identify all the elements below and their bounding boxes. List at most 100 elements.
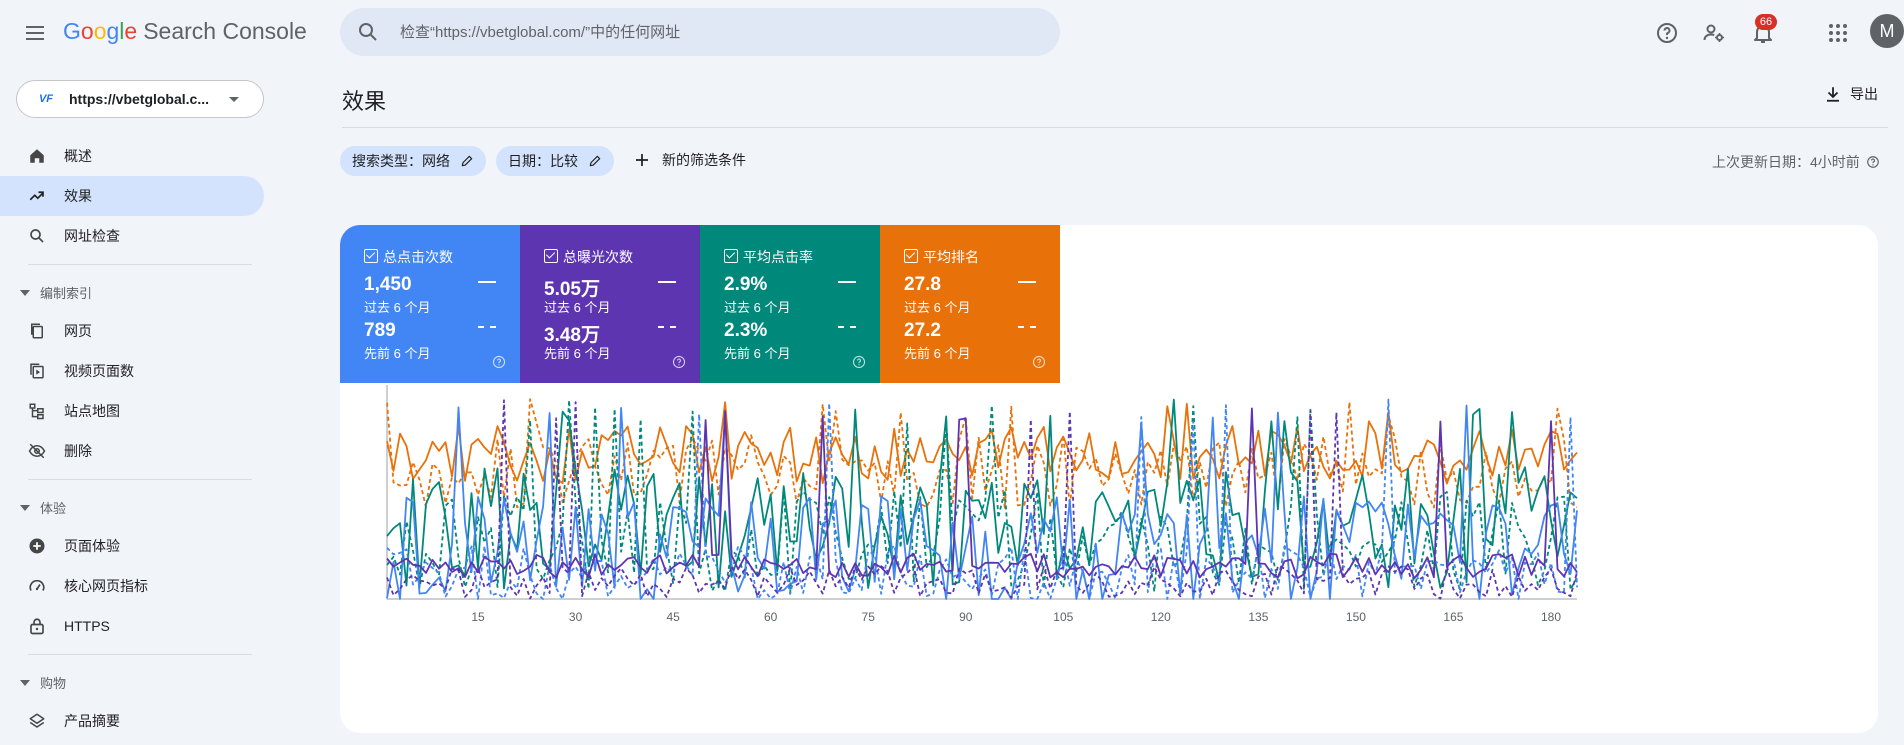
pages-icon [31, 323, 43, 339]
performance-card: 总点击次数 1,450 过去 6 个月 789 先前 6 个月 总曝光次数 5.… [340, 225, 1878, 733]
metric-period-current: 过去 6 个月 [904, 300, 971, 315]
metric-value-current: 5.05万 [544, 279, 600, 300]
x-tick-label: 60 [764, 610, 778, 624]
account-avatar[interactable]: M [1870, 14, 1904, 48]
removals-icon [28, 443, 46, 459]
metric-period-previous: 先前 6 个月 [544, 346, 611, 361]
chart-series-line [386, 401, 1578, 485]
chart-series-line [386, 407, 1578, 580]
sidebar-section-experience[interactable]: 体验 [20, 498, 66, 517]
metric-value-previous: 2.3% [724, 320, 768, 341]
metric-card-total-clicks[interactable]: 总点击次数 1,450 过去 6 个月 789 先前 6 个月 [340, 225, 520, 383]
chart-series-line [386, 398, 1578, 600]
performance-chart[interactable]: 15 30 45 60 75 90 105 120 135 150 165 180 [340, 383, 1878, 733]
video-pages-icon [30, 363, 44, 379]
last-updated: 上次更新日期：4小时前 [1712, 152, 1880, 172]
chart-series-line [386, 399, 1578, 600]
logo-letter: o [93, 18, 107, 44]
sidebar-item-video-pages[interactable]: 视频页面数 [0, 351, 264, 391]
sidebar-section-title: 体验 [40, 501, 67, 516]
logo-product-name: Search Console [143, 18, 307, 44]
last-updated-text: 上次更新日期：4小时前 [1712, 154, 1860, 170]
metric-title: 总点击次数 [383, 249, 453, 265]
add-filter-label: 新的筛选条件 [662, 152, 746, 168]
sidebar-divider [28, 654, 252, 655]
trending-up-icon [29, 191, 44, 201]
metric-value-current: 2.9% [724, 274, 768, 295]
home-icon [30, 149, 44, 163]
sidebar-section-title: 编制索引 [40, 286, 93, 301]
help-icon[interactable] [1866, 155, 1880, 169]
sidebar-item-url-inspection[interactable]: 网址检查 [0, 216, 264, 256]
metric-title: 平均点击率 [743, 249, 813, 265]
menu-icon[interactable] [23, 21, 47, 45]
checkbox-checked-icon[interactable] [904, 249, 918, 263]
property-favicon: VF [35, 91, 57, 107]
page-title: 效果 [342, 89, 387, 114]
sidebar-item-sitemaps[interactable]: 站点地图 [0, 391, 264, 431]
sidebar-section-shopping[interactable]: 购物 [20, 673, 66, 692]
sidebar-item-label: HTTPS [64, 618, 110, 634]
chart-series-line [386, 404, 1578, 600]
sidebar-item-pages[interactable]: 网页 [0, 311, 264, 351]
sidebar-item-overview[interactable]: 概述 [0, 136, 264, 176]
sidebar-item-https[interactable]: HTTPS [0, 606, 264, 646]
chart-series-line [386, 398, 1578, 509]
manage-users-icon[interactable] [1702, 21, 1726, 45]
help-icon[interactable] [672, 355, 686, 369]
sidebar-item-page-experience[interactable]: 页面体验 [0, 526, 264, 566]
add-filter-button[interactable]: 新的筛选条件 [634, 150, 746, 170]
app-logo[interactable]: Google Search Console [63, 18, 307, 45]
sidebar-item-label: 产品摘要 [64, 713, 120, 729]
help-icon[interactable] [492, 355, 506, 369]
checkbox-checked-icon[interactable] [364, 249, 378, 263]
layers-icon [29, 713, 45, 728]
chevron-down-icon [229, 96, 239, 102]
sidebar-section-indexing[interactable]: 编制索引 [20, 283, 92, 302]
url-inspection-search[interactable] [340, 8, 1060, 56]
metric-period-current: 过去 6 个月 [724, 300, 791, 315]
search-icon [30, 229, 44, 243]
metric-value-previous: 27.2 [904, 320, 941, 341]
sidebar-item-label: 网址检查 [64, 228, 120, 244]
x-tick-label: 120 [1151, 610, 1171, 624]
apps-grid-icon[interactable] [1826, 21, 1850, 45]
x-tick-label: 135 [1248, 610, 1268, 624]
sidebar-item-label: 站点地图 [64, 403, 120, 419]
x-tick-label: 45 [666, 610, 680, 624]
metric-card-average-position[interactable]: 平均排名 27.8 过去 6 个月 27.2 先前 6 个月 [880, 225, 1060, 383]
sidebar-item-label: 网页 [64, 323, 92, 339]
sidebar-item-removals[interactable]: 删除 [0, 431, 264, 471]
solid-line-legend-icon [658, 281, 676, 283]
metric-period-previous: 先前 6 个月 [904, 346, 971, 361]
search-input[interactable] [398, 22, 1042, 42]
logo-letter: g [106, 18, 120, 44]
logo-letter: o [80, 18, 94, 44]
header-divider [342, 127, 1888, 128]
metric-title: 总曝光次数 [563, 249, 633, 265]
help-icon[interactable] [1032, 355, 1046, 369]
sidebar-item-label: 效果 [64, 188, 92, 204]
x-tick-label: 105 [1053, 610, 1073, 624]
filter-chip-search-type[interactable]: 搜索类型：网络 [340, 146, 486, 176]
help-icon[interactable] [852, 355, 866, 369]
dashed-line-legend-icon [1018, 326, 1036, 328]
checkbox-checked-icon[interactable] [724, 249, 738, 263]
metric-card-total-impressions[interactable]: 总曝光次数 5.05万 过去 6 个月 3.48万 先前 6 个月 [520, 225, 700, 383]
property-selector[interactable]: VF https://vbetglobal.c... [16, 80, 264, 118]
filter-chip-date[interactable]: 日期：比较 [496, 146, 614, 176]
solid-line-legend-icon [478, 281, 496, 283]
x-tick-label: 90 [959, 610, 973, 624]
x-tick-label: 150 [1346, 610, 1366, 624]
help-icon[interactable] [1655, 21, 1679, 45]
sidebar-item-product-snippets[interactable]: 产品摘要 [0, 701, 264, 741]
metric-card-average-ctr[interactable]: 平均点击率 2.9% 过去 6 个月 2.3% 先前 6 个月 [700, 225, 880, 383]
sidebar-item-core-web-vitals[interactable]: 核心网页指标 [0, 566, 264, 606]
download-icon [1827, 87, 1839, 102]
search-icon[interactable] [356, 20, 380, 44]
sidebar-item-performance[interactable]: 效果 [0, 176, 264, 216]
export-button[interactable]: 导出 [1824, 84, 1878, 104]
checkbox-checked-icon[interactable] [544, 249, 558, 263]
performance-chart-svg: 15 30 45 60 75 90 105 120 135 150 165 180 [386, 385, 1578, 624]
